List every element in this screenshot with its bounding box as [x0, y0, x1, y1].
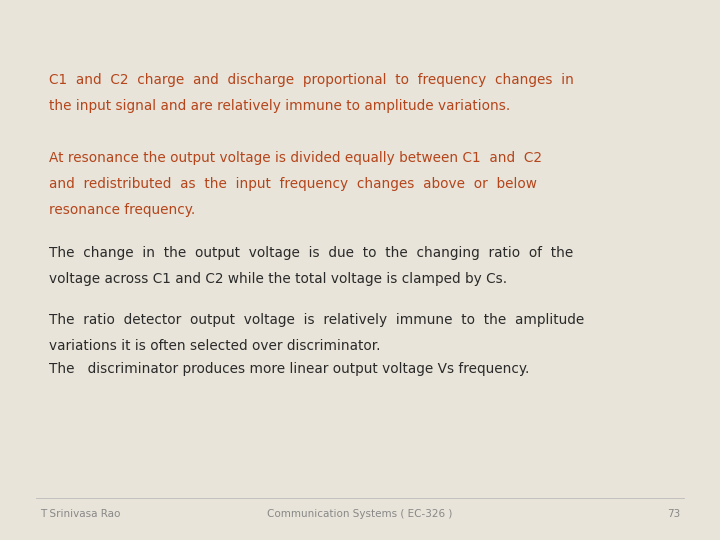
Text: The  ratio  detector  output  voltage  is  relatively  immune  to  the  amplitud: The ratio detector output voltage is rel…	[49, 313, 584, 327]
Text: resonance frequency.: resonance frequency.	[49, 203, 195, 217]
Text: and  redistributed  as  the  input  frequency  changes  above  or  below: and redistributed as the input frequency…	[49, 177, 537, 191]
Text: The  change  in  the  output  voltage  is  due  to  the  changing  ratio  of  th: The change in the output voltage is due …	[49, 246, 573, 260]
Text: the input signal and are relatively immune to amplitude variations.: the input signal and are relatively immu…	[49, 99, 510, 113]
Text: Communication Systems ( EC-326 ): Communication Systems ( EC-326 )	[267, 509, 453, 519]
Text: variations it is often selected over discriminator.: variations it is often selected over dis…	[49, 339, 380, 353]
Text: voltage across C1 and C2 while the total voltage is clamped by Cs.: voltage across C1 and C2 while the total…	[49, 272, 507, 286]
Text: 73: 73	[667, 509, 680, 519]
Text: T Srinivasa Rao: T Srinivasa Rao	[40, 509, 120, 519]
Text: C1  and  C2  charge  and  discharge  proportional  to  frequency  changes  in: C1 and C2 charge and discharge proportio…	[49, 73, 574, 87]
Text: At resonance the output voltage is divided equally between C1  and  C2: At resonance the output voltage is divid…	[49, 151, 542, 165]
Text: The   discriminator produces more linear output voltage Vs frequency.: The discriminator produces more linear o…	[49, 362, 529, 376]
